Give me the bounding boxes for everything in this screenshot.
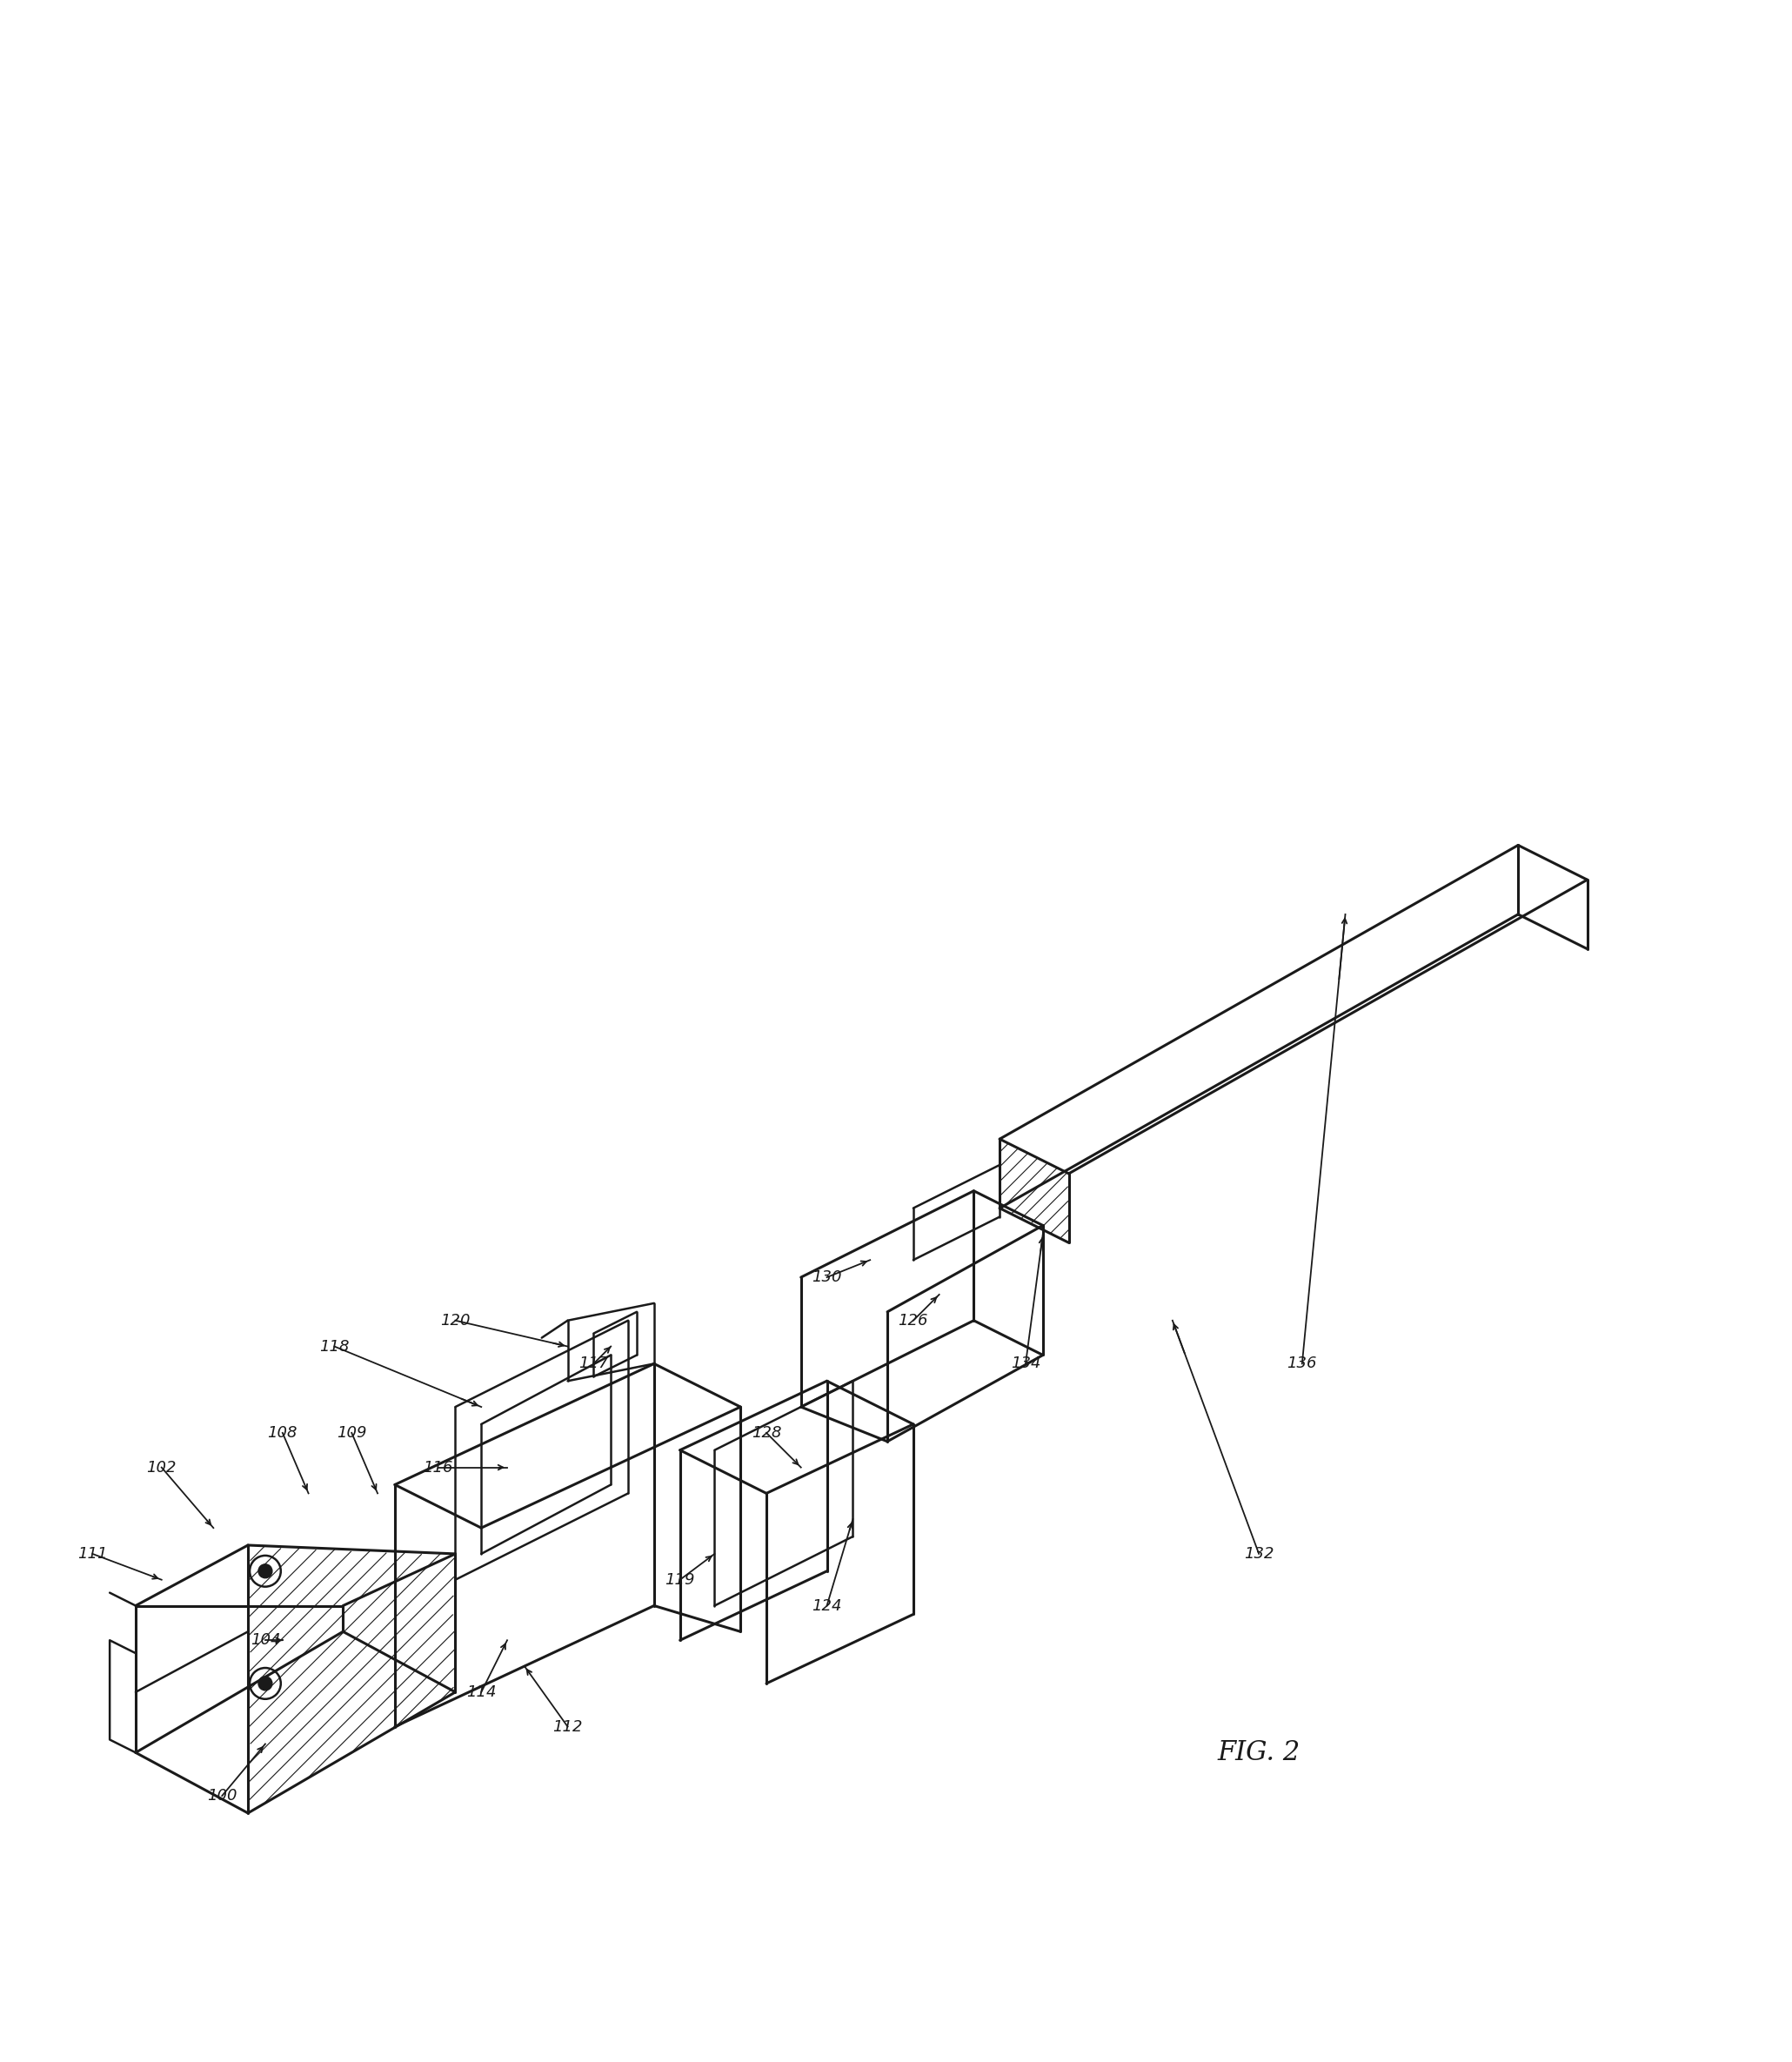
Text: 126: 126 xyxy=(898,1313,928,1328)
Text: FIG. 2: FIG. 2 xyxy=(1217,1738,1301,1765)
Text: 112: 112 xyxy=(552,1720,582,1734)
Text: 100: 100 xyxy=(208,1788,237,1804)
Circle shape xyxy=(258,1676,272,1691)
Text: 114: 114 xyxy=(466,1685,496,1699)
Text: 117: 117 xyxy=(579,1357,609,1371)
Text: 130: 130 xyxy=(812,1270,842,1285)
Text: 111: 111 xyxy=(77,1546,108,1561)
Text: 120: 120 xyxy=(441,1313,470,1328)
Text: 108: 108 xyxy=(267,1425,297,1441)
Text: 136: 136 xyxy=(1287,1357,1317,1371)
Text: 118: 118 xyxy=(319,1338,349,1355)
Text: 116: 116 xyxy=(423,1460,453,1474)
Text: 124: 124 xyxy=(812,1598,842,1612)
Text: 109: 109 xyxy=(337,1425,367,1441)
Text: 132: 132 xyxy=(1244,1546,1274,1561)
Text: 119: 119 xyxy=(665,1571,695,1588)
Text: 104: 104 xyxy=(251,1633,280,1648)
Text: 128: 128 xyxy=(751,1425,781,1441)
Text: 134: 134 xyxy=(1011,1357,1041,1371)
Circle shape xyxy=(258,1565,272,1577)
Text: 102: 102 xyxy=(147,1460,177,1474)
